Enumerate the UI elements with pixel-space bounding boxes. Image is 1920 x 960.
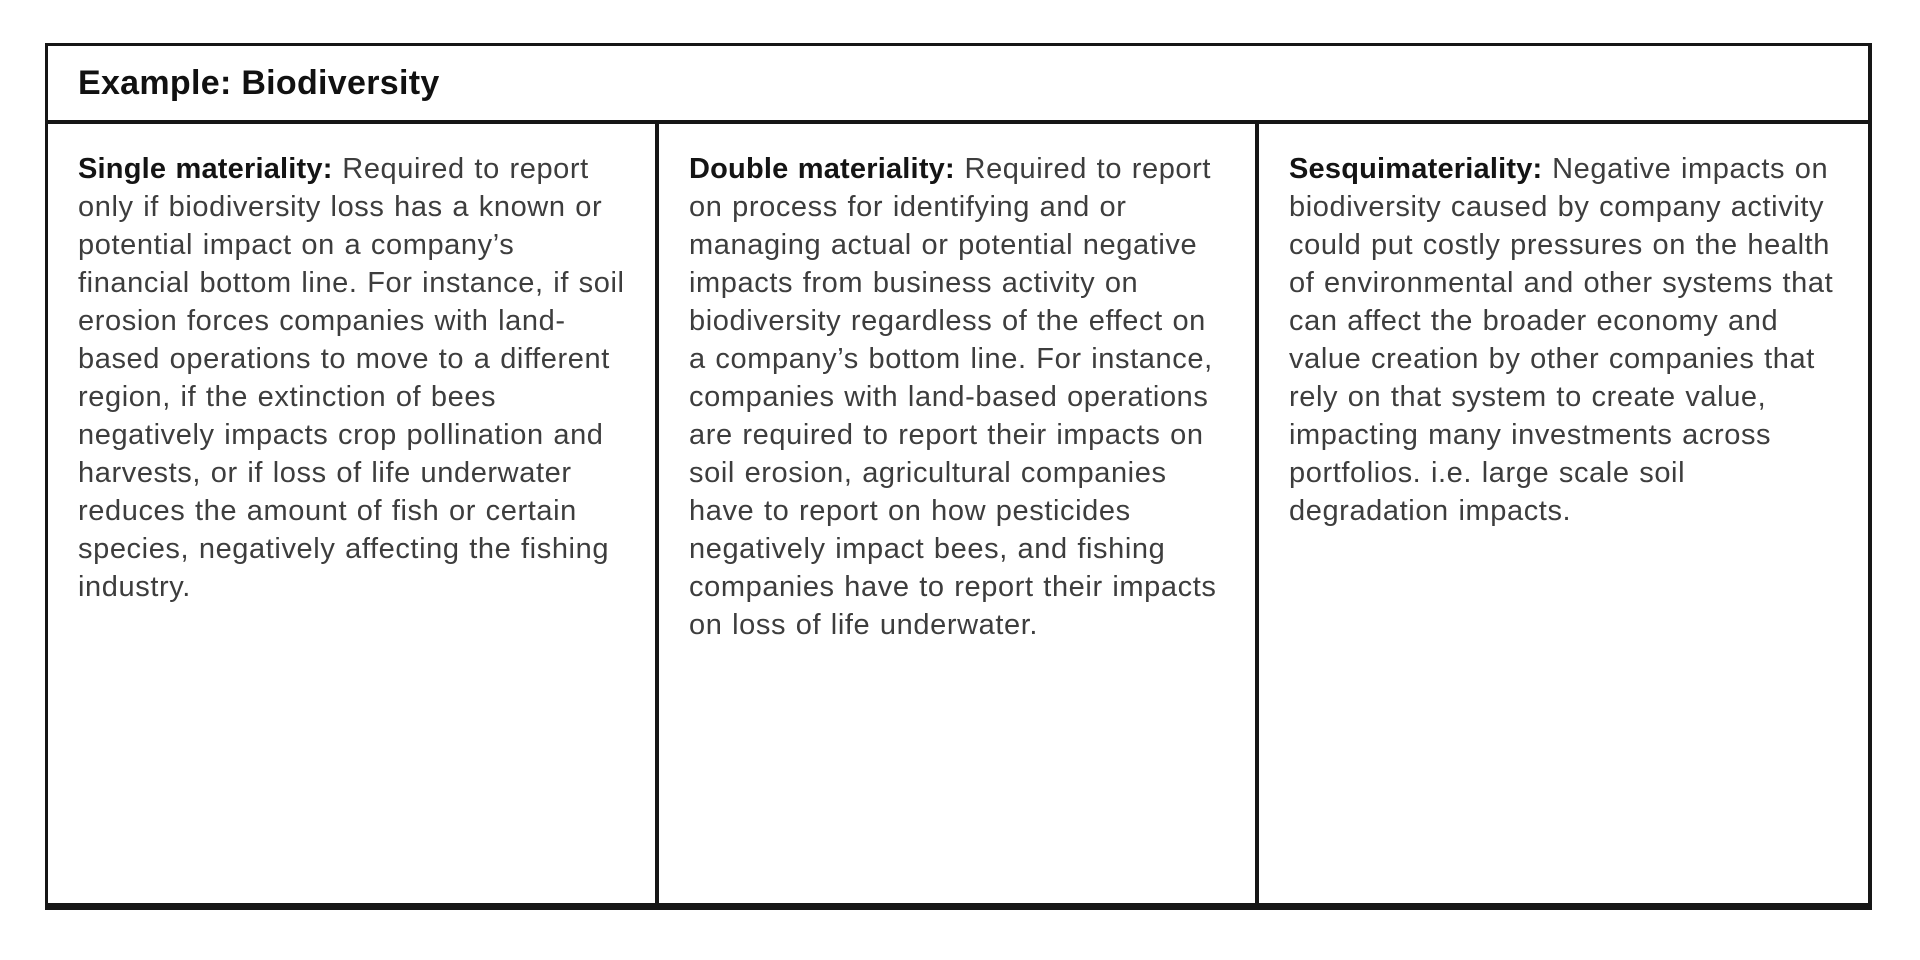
single-materiality-heading: Single materiality: <box>78 153 333 185</box>
sesquimateriality-heading: Sesquimateriality: <box>1289 153 1543 185</box>
column-single-materiality: Single materiality: Required to report o… <box>48 124 655 903</box>
table-body-row: Single materiality: Required to report o… <box>48 124 1868 903</box>
double-materiality-text: Required to report on process for identi… <box>689 153 1217 641</box>
materiality-comparison-table: Example: Biodiversity Single materiality… <box>45 43 1872 910</box>
column-sesquimateriality: Sesquimateriality: Negative impacts on b… <box>1255 124 1868 903</box>
table-title: Example: Biodiversity <box>78 63 440 102</box>
single-materiality-text: Required to report only if biodiversity … <box>78 153 625 603</box>
sesquimateriality-paragraph: Sesquimateriality: Negative impacts on b… <box>1289 150 1838 530</box>
table-header-row: Example: Biodiversity <box>48 46 1868 124</box>
column-double-materiality: Double materiality: Required to report o… <box>655 124 1255 903</box>
double-materiality-heading: Double materiality: <box>689 153 955 185</box>
double-materiality-paragraph: Double materiality: Required to report o… <box>689 150 1225 644</box>
sesquimateriality-text: Negative impacts on biodiversity caused … <box>1289 153 1834 527</box>
single-materiality-paragraph: Single materiality: Required to report o… <box>78 150 625 606</box>
